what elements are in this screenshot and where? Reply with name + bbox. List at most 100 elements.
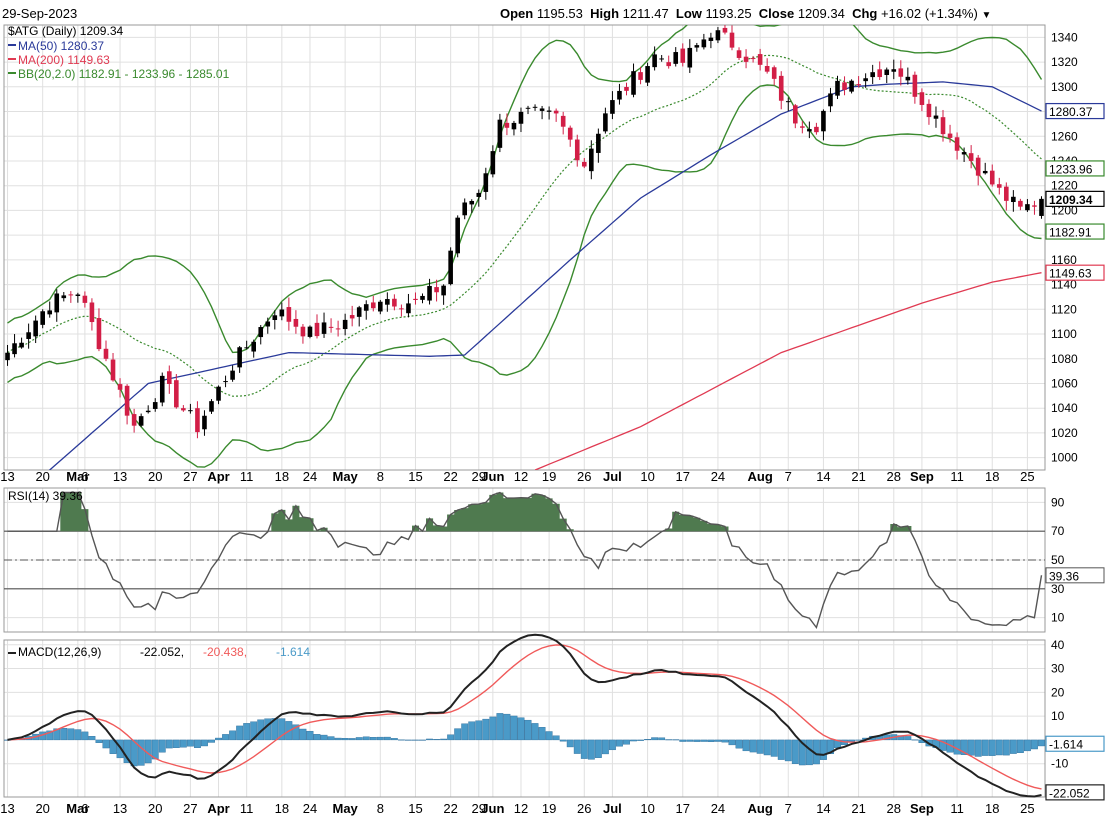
dropdown-arrow-icon[interactable]: ▼ [981,10,992,21]
macd-histogram-bar [1016,739,1024,753]
candle [406,293,411,318]
candle [596,128,601,163]
candle [673,47,679,67]
price-tick-label: 1160 [1051,253,1077,267]
candle-body [1004,186,1009,201]
price-tick-label: 1060 [1051,376,1078,390]
macd-histogram-bar [461,723,469,741]
rsi-tick-label: 50 [1051,553,1065,567]
ohlc-header: Open 1195.53 High 1211.47 Low 1193.25 Cl… [500,6,991,21]
x-axis-label-top: May [332,469,358,484]
candle-body [504,122,510,128]
candle-body [244,347,249,349]
macd-histogram-bar [665,739,673,741]
candle-body [237,347,242,368]
candle [75,292,81,303]
candle [195,401,200,439]
candle-body [750,58,756,60]
macd-histogram-bar [728,739,736,746]
candle-body [131,414,137,426]
candle-body [589,148,594,172]
macd-histogram-bar [264,718,272,741]
candle-body [19,342,24,348]
candle [223,375,228,388]
candle-body [96,318,102,350]
price-tick-label: 1080 [1051,352,1078,366]
candle [807,121,812,139]
x-axis-label-top: 24 [711,469,725,484]
candle-body [793,105,798,124]
macd-histogram-bar [524,719,532,741]
candle-body [293,318,299,327]
candle-body [370,302,376,309]
price-tick-label: 1100 [1051,327,1077,341]
x-axis-label-bottom: 13 [0,801,14,816]
x-axis-label-bottom: 19 [542,801,556,816]
candle-body [152,402,158,409]
macd-histogram-bar [390,738,398,741]
candle [124,384,130,425]
macd-histogram-bar [784,739,792,762]
price-overlays [7,25,1043,470]
macd-histogram-bar [545,731,553,741]
candle-body [940,117,946,135]
x-axis-label-bottom: 8 [377,801,384,816]
candle-body [230,370,235,380]
macd-histogram-bar [102,739,110,749]
candle [321,312,327,338]
macd-histogram-bar [974,739,982,757]
macd-histogram-bar [552,735,560,741]
candle [399,304,404,317]
candle-body [743,56,749,62]
candle [286,297,292,331]
candle [750,55,756,63]
x-axis-label-bottom: May [332,801,358,816]
macd-histogram-bar [412,739,419,741]
candle [356,305,362,327]
candle [272,310,278,330]
candle [145,405,151,414]
candle [975,154,981,186]
candle-body [378,301,383,312]
candle-body [68,294,74,296]
bb-upper-line [7,25,1043,354]
macd-histogram-bar [609,739,616,751]
chg-label: Chg [852,6,878,21]
candle-body [314,322,320,337]
candle-body [448,250,453,285]
candle [378,299,383,315]
candle-body [356,307,362,317]
x-axis-label-top: 17 [676,469,690,484]
candle [159,372,165,407]
candle-body [117,384,123,390]
open-value: 1195.53 [536,6,583,21]
candle [89,298,95,331]
rsi-legend: RSI(14) 39.36 [8,489,83,503]
macd-histogram-bar [496,713,504,741]
candle-body [701,39,707,48]
x-axis-label-bottom: 21 [851,801,865,816]
candle-body [596,133,601,153]
candle [708,32,714,49]
candle [940,109,946,142]
macd-histogram-bar [278,718,286,741]
x-axis-label-bottom: 11 [240,801,254,816]
candle-body [124,385,130,416]
macd-tick-label: 40 [1051,638,1065,652]
candle [729,25,735,51]
rsi-tag-label: 39.36 [1049,569,1079,583]
macd-tick-label: 30 [1051,662,1065,676]
candle-body [800,126,805,128]
x-axis-label-top: 8 [377,469,384,484]
macd-histogram-bar [172,739,180,748]
candle [54,289,60,322]
candle-body [708,37,714,41]
x-axis-label-top: 19 [542,469,556,484]
candle-body [89,302,95,323]
candle [715,27,721,44]
macd-histogram-bar [742,739,750,752]
close-value: 1209.34 [797,6,845,21]
candle-body [680,48,686,63]
price-tick-label: 1320 [1051,55,1078,69]
candle [237,345,242,373]
